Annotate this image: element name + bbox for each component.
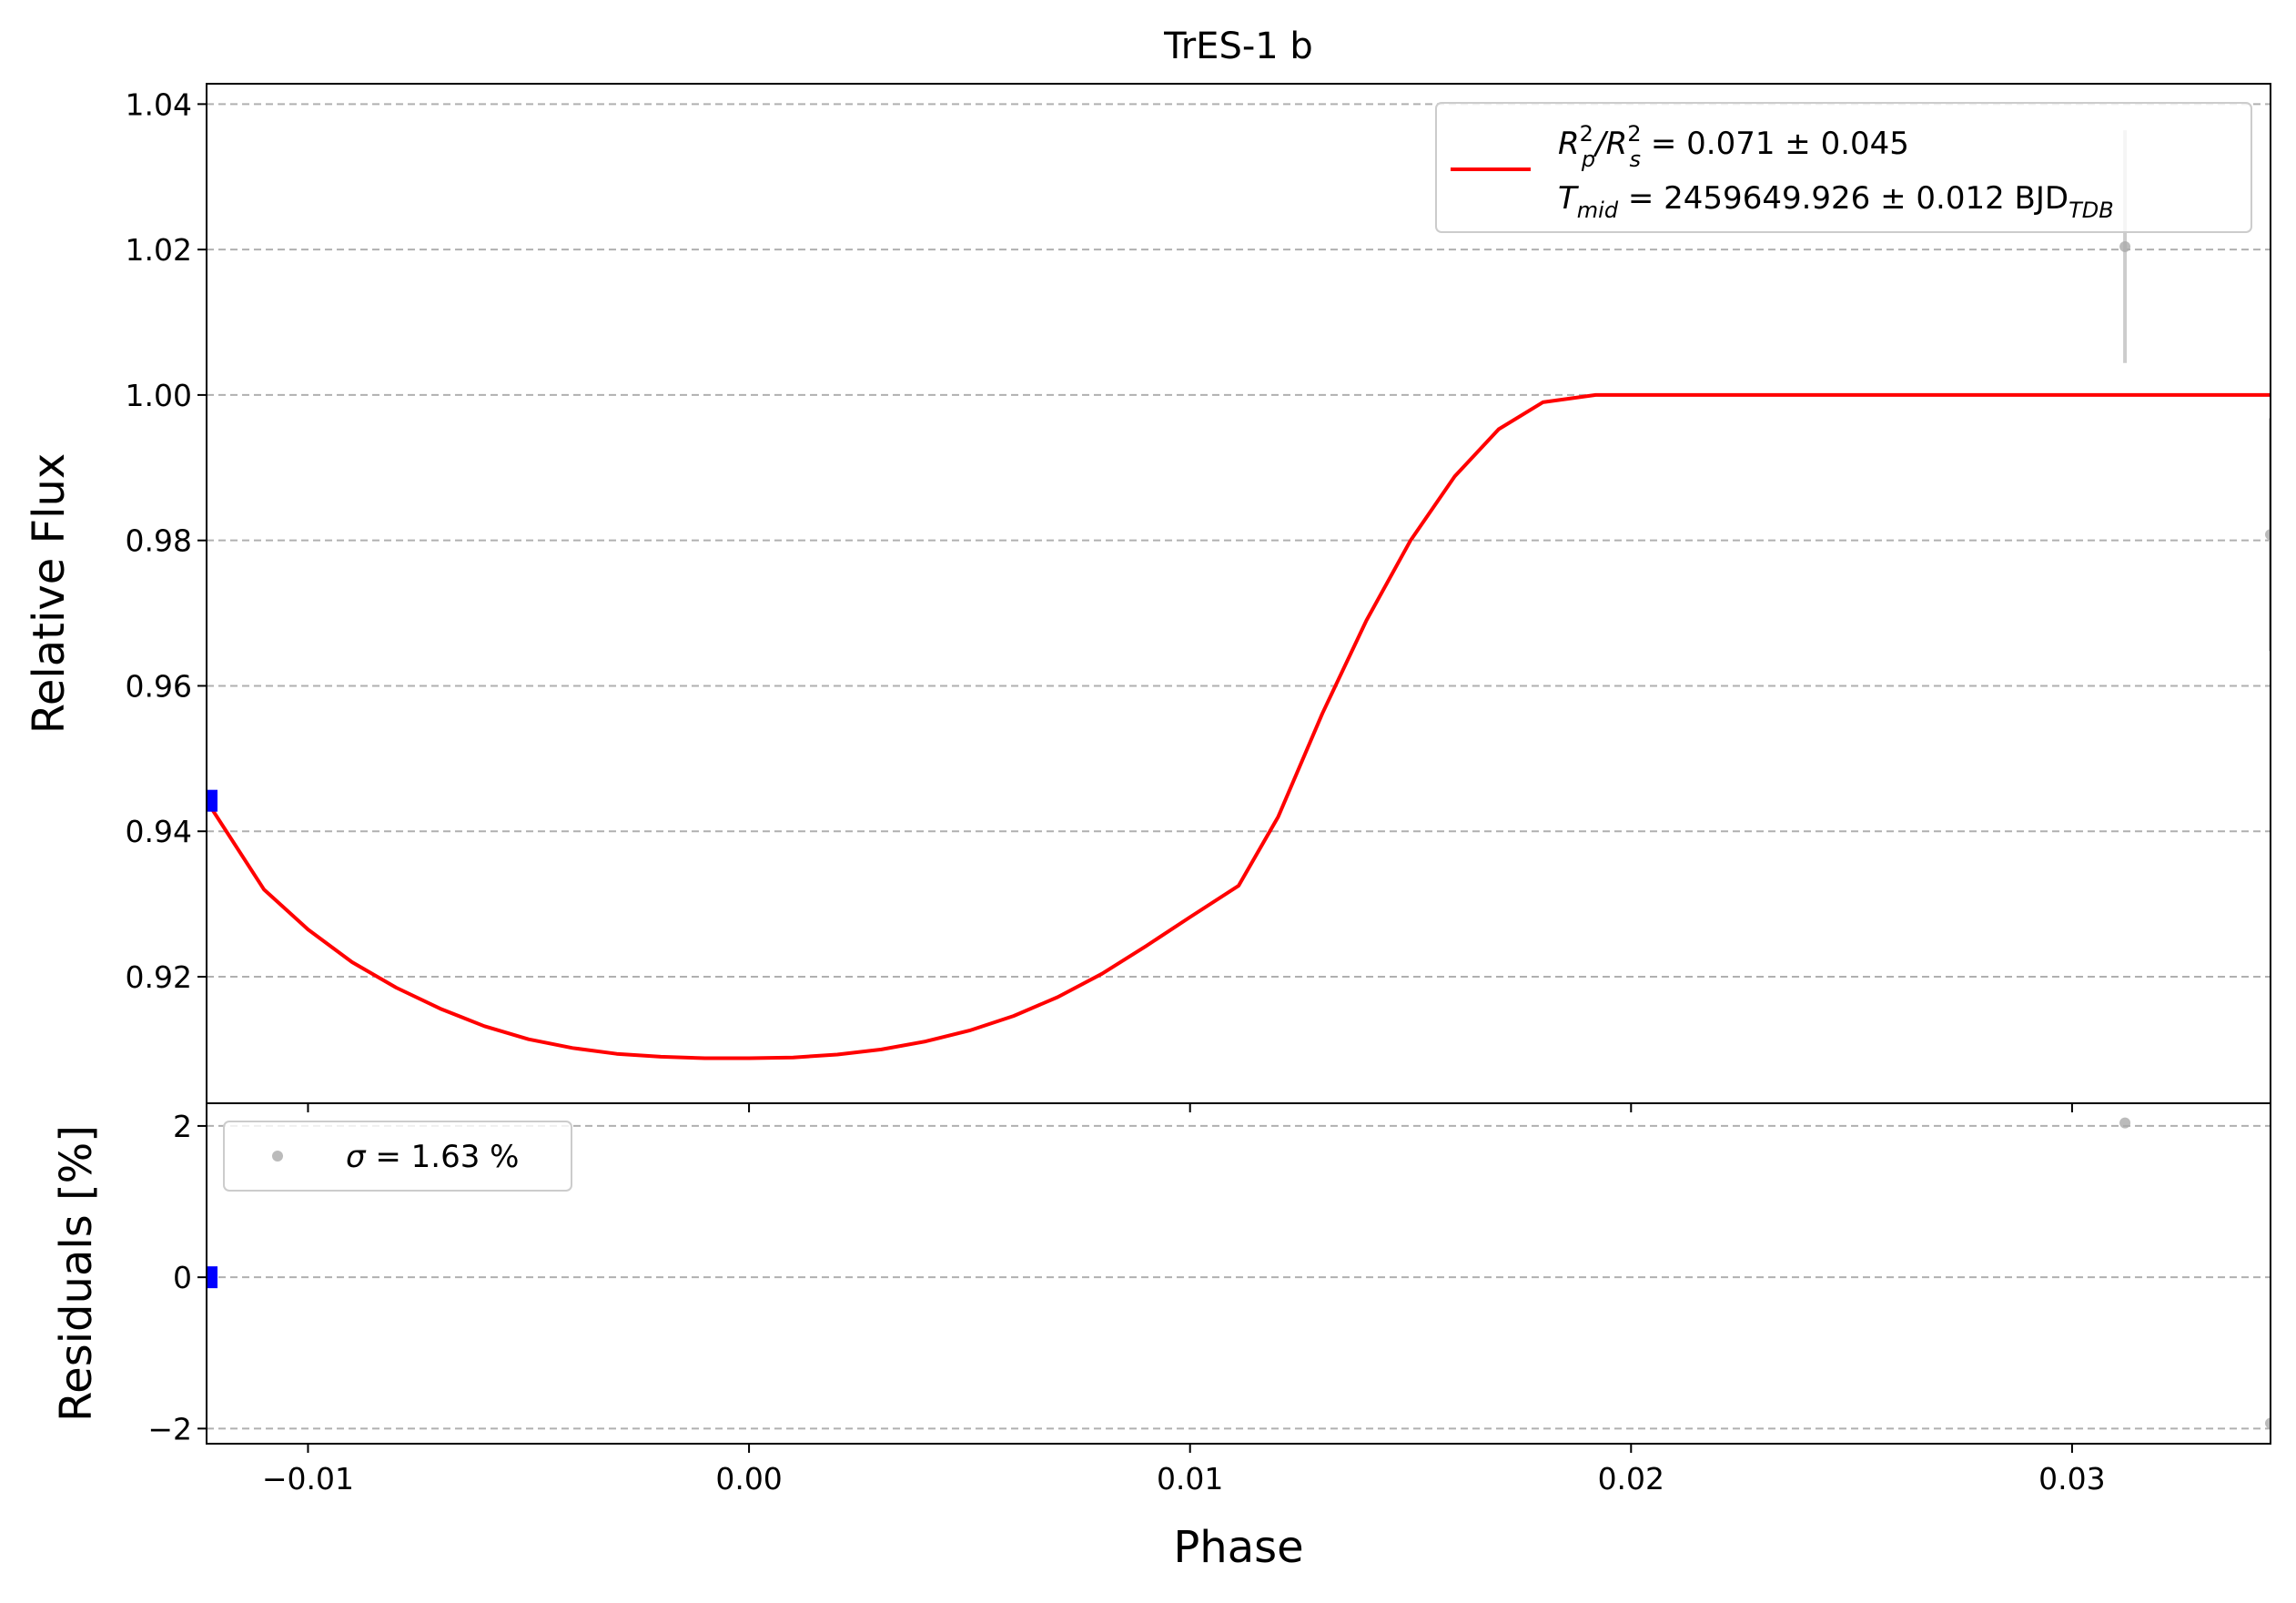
x-tick-label: 0.03: [2038, 1461, 2105, 1496]
main-grid: [207, 103, 2271, 978]
main-y-tick-label: 0.94: [126, 814, 192, 849]
legend-rs-symbol: /R: [1593, 126, 1627, 162]
residuals-frame: [206, 1102, 2271, 1445]
residuals-marks: [207, 1117, 2271, 1429]
residual-point: [2265, 1417, 2271, 1429]
legend-rp-rs-entry: R2 p/R2 s = 0.071 ± 0.045: [1558, 121, 1909, 172]
legend-tmid-value: = 2459649.926 ± 0.012 BJD: [1618, 180, 2068, 217]
data-point: [2119, 240, 2131, 252]
data-point: [2265, 529, 2271, 541]
main-y-tick-label: 0.92: [126, 959, 192, 995]
legend-sigma-symbol: σ: [346, 1139, 367, 1175]
x-axis-label: Phase: [1173, 1522, 1303, 1573]
main-frame: [206, 83, 2271, 1104]
legend-tmid-entry: Tmid = 2459649.926 ± 0.012 BJDTDB: [1558, 180, 2114, 223]
residuals-y-axis-label: Residuals [%]: [51, 1125, 102, 1422]
main-y-tick-label: 1.02: [126, 232, 192, 268]
model-curve: [207, 392, 2271, 1060]
legend-tmid-sub: mid: [1577, 198, 1619, 223]
x-tick-label: 0.01: [1157, 1461, 1223, 1496]
residuals-axes: −2 0 2 −0.01 0.00 0.01 0.02 0.03: [147, 1102, 2271, 1496]
main-axes: 0.92 0.94 0.96 0.98 1.00 1.02 1.04: [126, 83, 2271, 1112]
residuals-clipped-marks: [207, 1117, 2271, 1429]
main-legend-box: [1435, 102, 2252, 233]
x-tick-label: 0.00: [715, 1461, 782, 1496]
legend-tmid-symbol: T: [1558, 180, 1579, 217]
main-y-axis-label: Relative Flux: [24, 453, 75, 735]
legend-rp-symbol: R: [1558, 126, 1580, 162]
main-y-tick-label: 0.96: [126, 668, 192, 704]
main-y-tick-label: 1.00: [126, 378, 192, 413]
residuals-y-tick-label: 0: [173, 1260, 192, 1295]
residuals-legend-label: σ = 1.63 %: [346, 1139, 519, 1175]
binned-point: [207, 789, 217, 812]
residuals-legend-marker: [272, 1151, 283, 1162]
main-clipped-marks: [207, 130, 2271, 1060]
residual-point: [2119, 1117, 2131, 1129]
legend-sigma-value: = 1.63 %: [366, 1139, 520, 1175]
legend-rp-rs-value: = 0.071 ± 0.045: [1641, 126, 1909, 162]
x-tick-label: 0.02: [1598, 1461, 1664, 1496]
main-marks: [207, 130, 2271, 1060]
residuals-y-tick-label: 2: [173, 1109, 192, 1144]
legend-rs-sub: s: [1630, 147, 1642, 172]
legend-rs-sup: 2: [1627, 121, 1641, 147]
main-y-tick-label: 0.98: [126, 523, 192, 559]
legend-rp-sub: p: [1581, 147, 1595, 172]
binned-residual-point: [207, 1266, 217, 1289]
legend-rp-sup: 2: [1580, 121, 1593, 147]
residuals-legend: σ = 1.63 %: [223, 1121, 572, 1192]
chart-title: TrES-1 b: [1163, 25, 1313, 67]
residuals-y-tick-label: −2: [147, 1411, 192, 1446]
legend-tdb-sub: TDB: [2068, 198, 2114, 223]
residuals-legend-box: [223, 1121, 572, 1192]
main-y-tick-label: 1.04: [126, 86, 192, 122]
x-tick-label: −0.01: [262, 1461, 354, 1496]
main-legend: R2 p/R2 s = 0.071 ± 0.045 Tmid = 2459649.9…: [1435, 102, 2252, 233]
